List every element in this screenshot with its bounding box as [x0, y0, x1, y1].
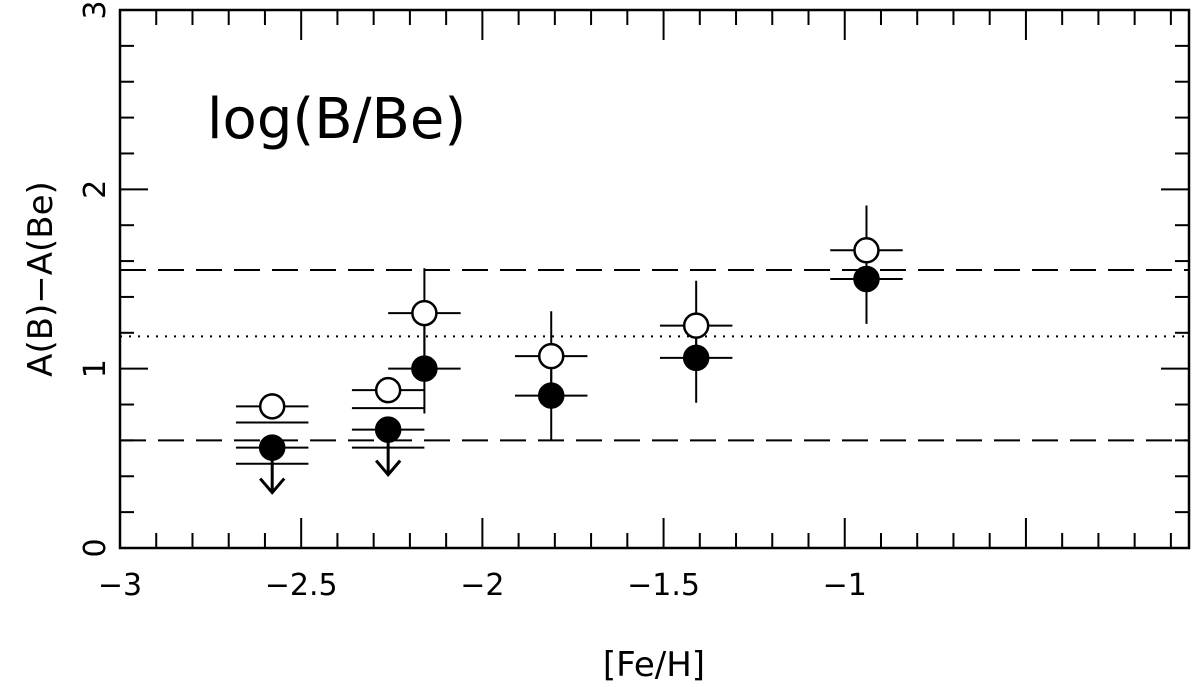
tick-labels: −3 −2.5 −2 −1.5 −1 0 1 2 3 — [78, 0, 867, 603]
reference-lines — [120, 269, 1189, 442]
open-data-point — [853, 237, 880, 264]
open-data-point — [258, 393, 286, 420]
x-tick-label: −2 — [460, 568, 504, 603]
y-tick-label: 1 — [78, 359, 113, 378]
open-data-point — [374, 376, 402, 404]
data-points — [258, 237, 880, 461]
y-tick-label: 0 — [78, 538, 113, 557]
filled-data-point — [682, 344, 710, 372]
x-tick-label: −2.5 — [265, 568, 338, 603]
annotation-label: log(B/Be) — [207, 87, 466, 152]
open-data-point — [682, 312, 710, 339]
axis-ticks — [119, 9, 1189, 549]
open-data-point — [537, 342, 565, 370]
y-tick-label: 3 — [78, 0, 113, 19]
filled-data-point — [411, 355, 438, 382]
x-axis-label: [Fe/H] — [603, 645, 705, 685]
open-data-point — [411, 299, 438, 327]
error-bars — [235, 205, 903, 495]
x-tick-label: −1 — [823, 568, 867, 603]
plot-frame — [118, 8, 1191, 550]
upper-limit-arrow-head — [259, 477, 286, 495]
filled-data-point — [537, 382, 565, 409]
filled-data-point — [853, 265, 880, 293]
x-tick-label: −3 — [98, 568, 142, 603]
y-tick-label: 2 — [78, 180, 113, 199]
x-tick-label: −1.5 — [627, 568, 700, 603]
y-axis-label: A(B)−A(Be) — [21, 181, 61, 377]
filled-data-point — [374, 416, 402, 443]
upper-limit-arrow-head — [375, 459, 402, 477]
filled-data-point — [258, 434, 286, 461]
